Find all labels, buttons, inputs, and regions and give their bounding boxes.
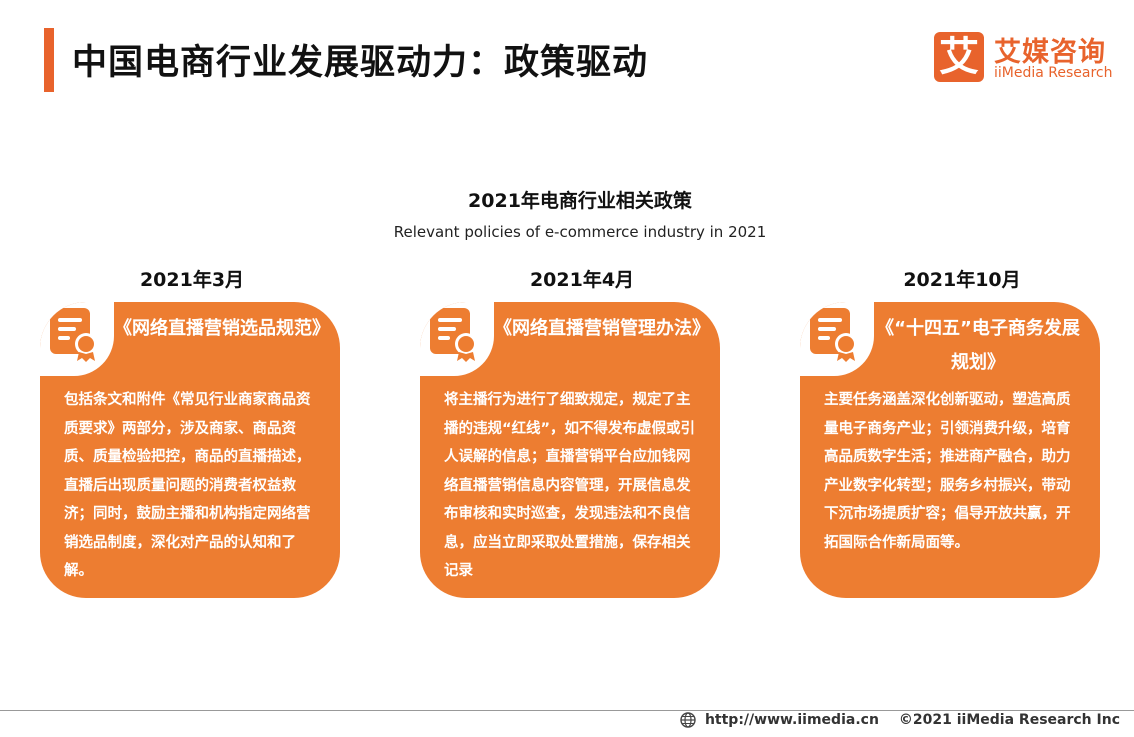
policy-card-2: 《网络直播营销管理办法》 将主播行为进行了细致规定，规定了主播的违规“红线”，如… <box>420 302 720 598</box>
page-title: 中国电商行业发展驱动力：政策驱动 <box>72 43 649 83</box>
section-subtitle: Relevant policies of e-commerce industry… <box>393 223 767 241</box>
footer-copyright: ©2021 iiMedia Research Inc <box>898 712 1120 728</box>
policy-date-3: 2021年10月 <box>903 269 1021 291</box>
logo-en-text: iiMedia Research <box>994 65 1113 81</box>
policy-body-1: 包括条文和附件《常见行业商家商品资质要求》两部分，涉及商家、商品资质、质量检验把… <box>64 392 311 579</box>
icon-background <box>800 302 874 376</box>
footer-url[interactable]: http://www.iimedia.cn <box>704 712 879 728</box>
logo-cn-text: 艾媒咨询 <box>994 37 1106 68</box>
globe-icon <box>680 712 696 728</box>
footer-divider <box>0 710 1134 711</box>
policy-title-3: 《“十四五”电子商务发展规划》 <box>876 318 1080 373</box>
policy-title-2: 《网络直播营销管理办法》 <box>494 318 710 339</box>
certificate-icon <box>430 308 477 362</box>
icon-background <box>420 302 494 376</box>
policy-card-1: 《网络直播营销选品规范》 包括条文和附件《常见行业商家商品资质要求》两部分，涉及… <box>40 302 340 598</box>
policy-body-3: 主要任务涵盖深化创新驱动，塑造高质量电子商务产业；引领消费升级，培育高品质数字生… <box>824 392 1071 551</box>
logo-mark: 艾 <box>934 32 984 82</box>
policy-body-2: 将主播行为进行了细致规定，规定了主播的违规“红线”，如不得发布虚假或引人误解的信… <box>444 392 696 579</box>
section-title: 2021年电商行业相关政策 <box>468 190 692 212</box>
icon-background <box>40 302 114 376</box>
title-accent-bar <box>44 28 54 92</box>
policy-title-1: 《网络直播营销选品规范》 <box>114 318 330 339</box>
logo: 艾 艾媒咨询 iiMedia Research <box>932 30 1122 86</box>
certificate-icon <box>810 308 857 362</box>
policy-card-3: 《“十四五”电子商务发展规划》 主要任务涵盖深化创新驱动，塑造高质量电子商务产业… <box>800 302 1100 598</box>
footer: http://www.iimedia.cn ©2021 iiMedia Rese… <box>680 712 1120 728</box>
footer-url-group: http://www.iimedia.cn <box>680 712 879 728</box>
policy-date-2: 2021年4月 <box>529 269 635 291</box>
policy-date-1: 2021年3月 <box>139 269 245 291</box>
certificate-icon <box>50 308 97 362</box>
